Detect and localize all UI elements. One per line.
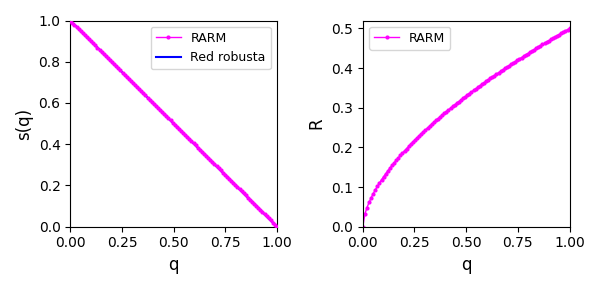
Line: Red robusta: Red robusta xyxy=(70,21,277,227)
RARM xyxy=(482,80,490,83)
Red robusta xyxy=(257,208,264,212)
RARM xyxy=(115,67,122,70)
RARM xyxy=(359,225,367,229)
Red robusta xyxy=(106,58,113,62)
Y-axis label: s(q): s(q) xyxy=(15,108,33,140)
RARM xyxy=(556,33,563,36)
Red robusta xyxy=(274,225,281,229)
Red robusta xyxy=(190,142,197,145)
Legend: RARM, Red robusta: RARM, Red robusta xyxy=(151,27,271,69)
RARM xyxy=(407,142,415,146)
RARM xyxy=(67,19,74,22)
Red robusta xyxy=(115,67,122,70)
RARM xyxy=(399,151,406,155)
RARM xyxy=(190,142,197,145)
RARM xyxy=(257,208,264,212)
X-axis label: q: q xyxy=(461,256,472,274)
Legend: RARM: RARM xyxy=(369,27,450,50)
RARM xyxy=(173,125,181,129)
RARM xyxy=(263,214,270,218)
Red robusta xyxy=(263,214,270,218)
RARM xyxy=(274,225,281,229)
Red robusta xyxy=(67,19,74,22)
Line: RARM: RARM xyxy=(68,18,280,229)
RARM xyxy=(466,92,473,95)
RARM xyxy=(550,36,557,40)
Y-axis label: R: R xyxy=(308,118,325,129)
RARM xyxy=(106,58,113,62)
Line: RARM: RARM xyxy=(360,26,572,229)
X-axis label: q: q xyxy=(169,256,179,274)
RARM xyxy=(566,27,573,30)
Red robusta xyxy=(173,125,181,129)
